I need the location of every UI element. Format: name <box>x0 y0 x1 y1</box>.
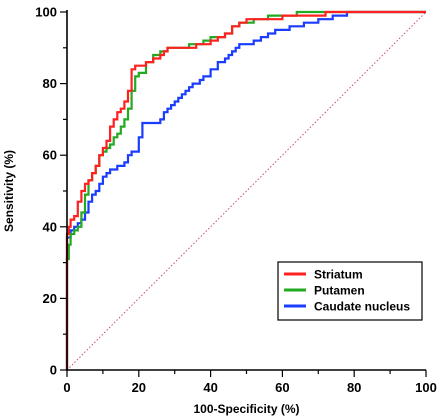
legend-label-caudate-nucleus: Caudate nucleus <box>314 300 410 314</box>
x-tick-label: 80 <box>347 380 361 395</box>
legend-label-putamen: Putamen <box>314 284 365 298</box>
y-tick-label: 80 <box>43 76 57 91</box>
x-tick-label: 20 <box>132 380 146 395</box>
y-tick-label: 60 <box>43 148 57 163</box>
y-axis-title: Sensitivity (%) <box>2 150 16 232</box>
x-axis-title: 100-Specificity (%) <box>193 402 299 416</box>
legend-label-striatum: Striatum <box>314 268 363 282</box>
x-tick-label: 40 <box>203 380 217 395</box>
x-tick-label: 0 <box>63 380 70 395</box>
reference-diagonal-line <box>66 11 427 371</box>
y-tick-label: 100 <box>35 5 57 20</box>
x-tick-label: 100 <box>415 380 437 395</box>
x-tick-label: 60 <box>275 380 289 395</box>
series-line-caudate-nucleus <box>65 10 426 370</box>
series-line-striatum <box>65 10 426 370</box>
y-tick-label: 40 <box>43 219 57 234</box>
y-tick-label: 20 <box>43 291 57 306</box>
y-tick-label: 0 <box>50 363 57 378</box>
